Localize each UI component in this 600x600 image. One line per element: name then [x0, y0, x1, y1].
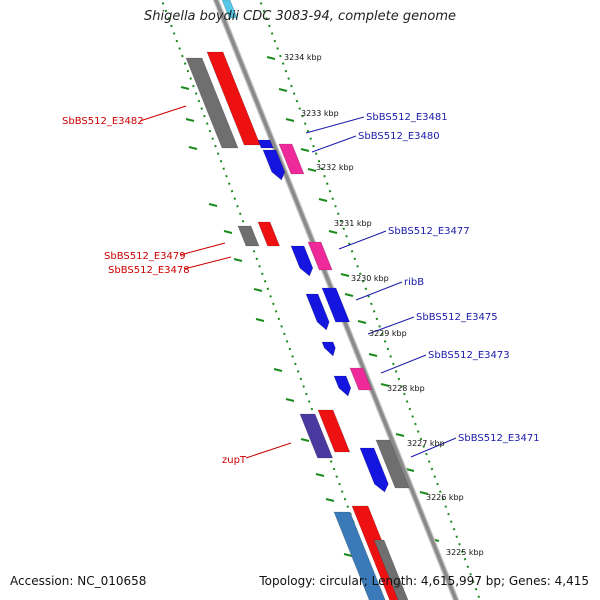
gene-E3471-gray[interactable]: [375, 439, 410, 489]
leader-line: [183, 256, 232, 270]
gene-E3473-pink[interactable]: [349, 367, 373, 391]
right-scale-tick: [344, 293, 354, 297]
left-scale-tick: [233, 258, 243, 262]
gene-label[interactable]: SbBS512_E3479: [104, 251, 186, 262]
leader-line: [380, 354, 427, 374]
kbp-tick-label: 3234 kbp: [284, 53, 322, 62]
leader-line: [305, 116, 365, 134]
right-scale-tick: [318, 198, 328, 202]
right-scale-tick: [307, 168, 317, 172]
left-scale-tick: [208, 203, 218, 207]
kbp-tick-label: 3230 kbp: [351, 274, 389, 283]
kbp-tick-label: 3232 kbp: [316, 163, 354, 172]
leader-line: [311, 135, 357, 153]
left-scale-tick: [315, 473, 325, 477]
right-scale-tick: [368, 353, 378, 357]
genome-summary-text: Topology: circular; Length: 4,615,997 bp…: [259, 574, 589, 588]
right-scale-tick: [340, 273, 350, 277]
gene-label[interactable]: SbBS512_E3475: [416, 312, 498, 323]
leader-line: [410, 437, 457, 458]
gene-E3480-pink[interactable]: [278, 143, 305, 175]
left-scale-tick: [255, 318, 265, 322]
leader-line: [139, 105, 187, 122]
left-scale-tick: [273, 368, 283, 372]
kbp-tick-label: 3231 kbp: [334, 219, 372, 228]
gene-label[interactable]: SbBS512_E3482: [62, 116, 144, 127]
left-scale-tick: [325, 498, 335, 502]
right-scale-line: [258, 0, 481, 600]
leader-line: [355, 281, 403, 301]
leader-line: [338, 230, 387, 250]
gene-E3471-blue[interactable]: [359, 447, 389, 493]
leader-line: [245, 442, 292, 459]
gene-E3480-blue[interactable]: [262, 149, 286, 181]
leader-line: [179, 242, 226, 256]
kbp-tick-label: 3233 kbp: [301, 109, 339, 118]
right-scale-tick: [395, 433, 405, 437]
genome-title: Shigella boydii CDC 3083-94, complete ge…: [143, 9, 457, 24]
left-scale-tick: [285, 398, 295, 402]
gene-labels: SbBS512_E3482 SbBS512_E3481 SbBS512_E3480 S…: [62, 112, 540, 466]
gene-bottom-gray[interactable]: [373, 539, 412, 600]
kbp-tick-labels: 3234 kbp 3233 kbp 3232 kbp 3231 kbp 3230 kbp…: [284, 53, 484, 557]
gene-E3479-gray[interactable]: [237, 225, 260, 247]
gene-ribB-blue-b[interactable]: [321, 287, 351, 323]
kbp-tick-label: 3225 kbp: [446, 548, 484, 557]
gene-E3482-gray[interactable]: [185, 57, 239, 149]
gene-zupT-purple[interactable]: [299, 413, 334, 459]
left-scale-tick: [223, 230, 233, 234]
kbp-tick-label: 3226 kbp: [426, 493, 464, 502]
gene-E3478-red[interactable]: [257, 221, 281, 247]
right-scale-tick: [328, 230, 338, 234]
left-scale-tick: [185, 118, 195, 122]
left-scale-tick: [300, 438, 310, 442]
gene-label[interactable]: SbBS512_E3480: [358, 131, 440, 142]
left-scale-tick: [188, 146, 198, 150]
gene-ribB-blue-a[interactable]: [305, 293, 330, 331]
accession-text: Accession: NC_010658: [10, 574, 147, 588]
right-scale-tick: [300, 148, 310, 152]
right-scale-tick: [419, 491, 429, 495]
leader-line: [367, 316, 415, 335]
gene-label[interactable]: zupT: [222, 455, 247, 466]
gene-label[interactable]: SbBS512_E3481: [366, 112, 448, 123]
left-scale-tick: [343, 553, 353, 557]
gene-features: [185, 0, 412, 600]
gene-top-fragment[interactable]: [221, 0, 238, 19]
gene-E3473-blue[interactable]: [333, 375, 352, 397]
label-leader-lines: [139, 105, 457, 459]
right-scale-tick: [285, 118, 295, 122]
gene-E3477-pink[interactable]: [307, 241, 333, 271]
left-scale-line: [160, 0, 383, 600]
right-scale-tick: [380, 383, 390, 387]
kbp-tick-label: 3228 kbp: [387, 384, 425, 393]
gene-zupT-red[interactable]: [317, 409, 351, 453]
gene-E3477-blue[interactable]: [290, 245, 314, 277]
gene-small-blue[interactable]: [321, 341, 336, 357]
right-scale-tick: [266, 56, 276, 60]
right-scale-tick: [278, 88, 288, 92]
kbp-tick-label: 3229 kbp: [369, 329, 407, 338]
kbp-tick-label: 3227 kbp: [407, 439, 445, 448]
gene-bottom-steel[interactable]: [333, 511, 389, 600]
gene-label[interactable]: SbBS512_E3473: [428, 350, 510, 361]
left-scale-tick: [180, 86, 190, 90]
left-scale-tick: [253, 288, 263, 292]
left-scale-track: [160, 0, 383, 600]
gene-E3481-blue[interactable]: [257, 139, 274, 149]
gene-label[interactable]: ribB: [404, 277, 424, 288]
gene-label[interactable]: SbBS512_E3477: [388, 226, 470, 237]
gene-label[interactable]: SbBS512_E3478: [108, 265, 190, 276]
right-scale-tick: [405, 468, 415, 472]
right-scale-tick: [357, 320, 367, 324]
gene-label[interactable]: SbBS512_E3471: [458, 433, 540, 444]
